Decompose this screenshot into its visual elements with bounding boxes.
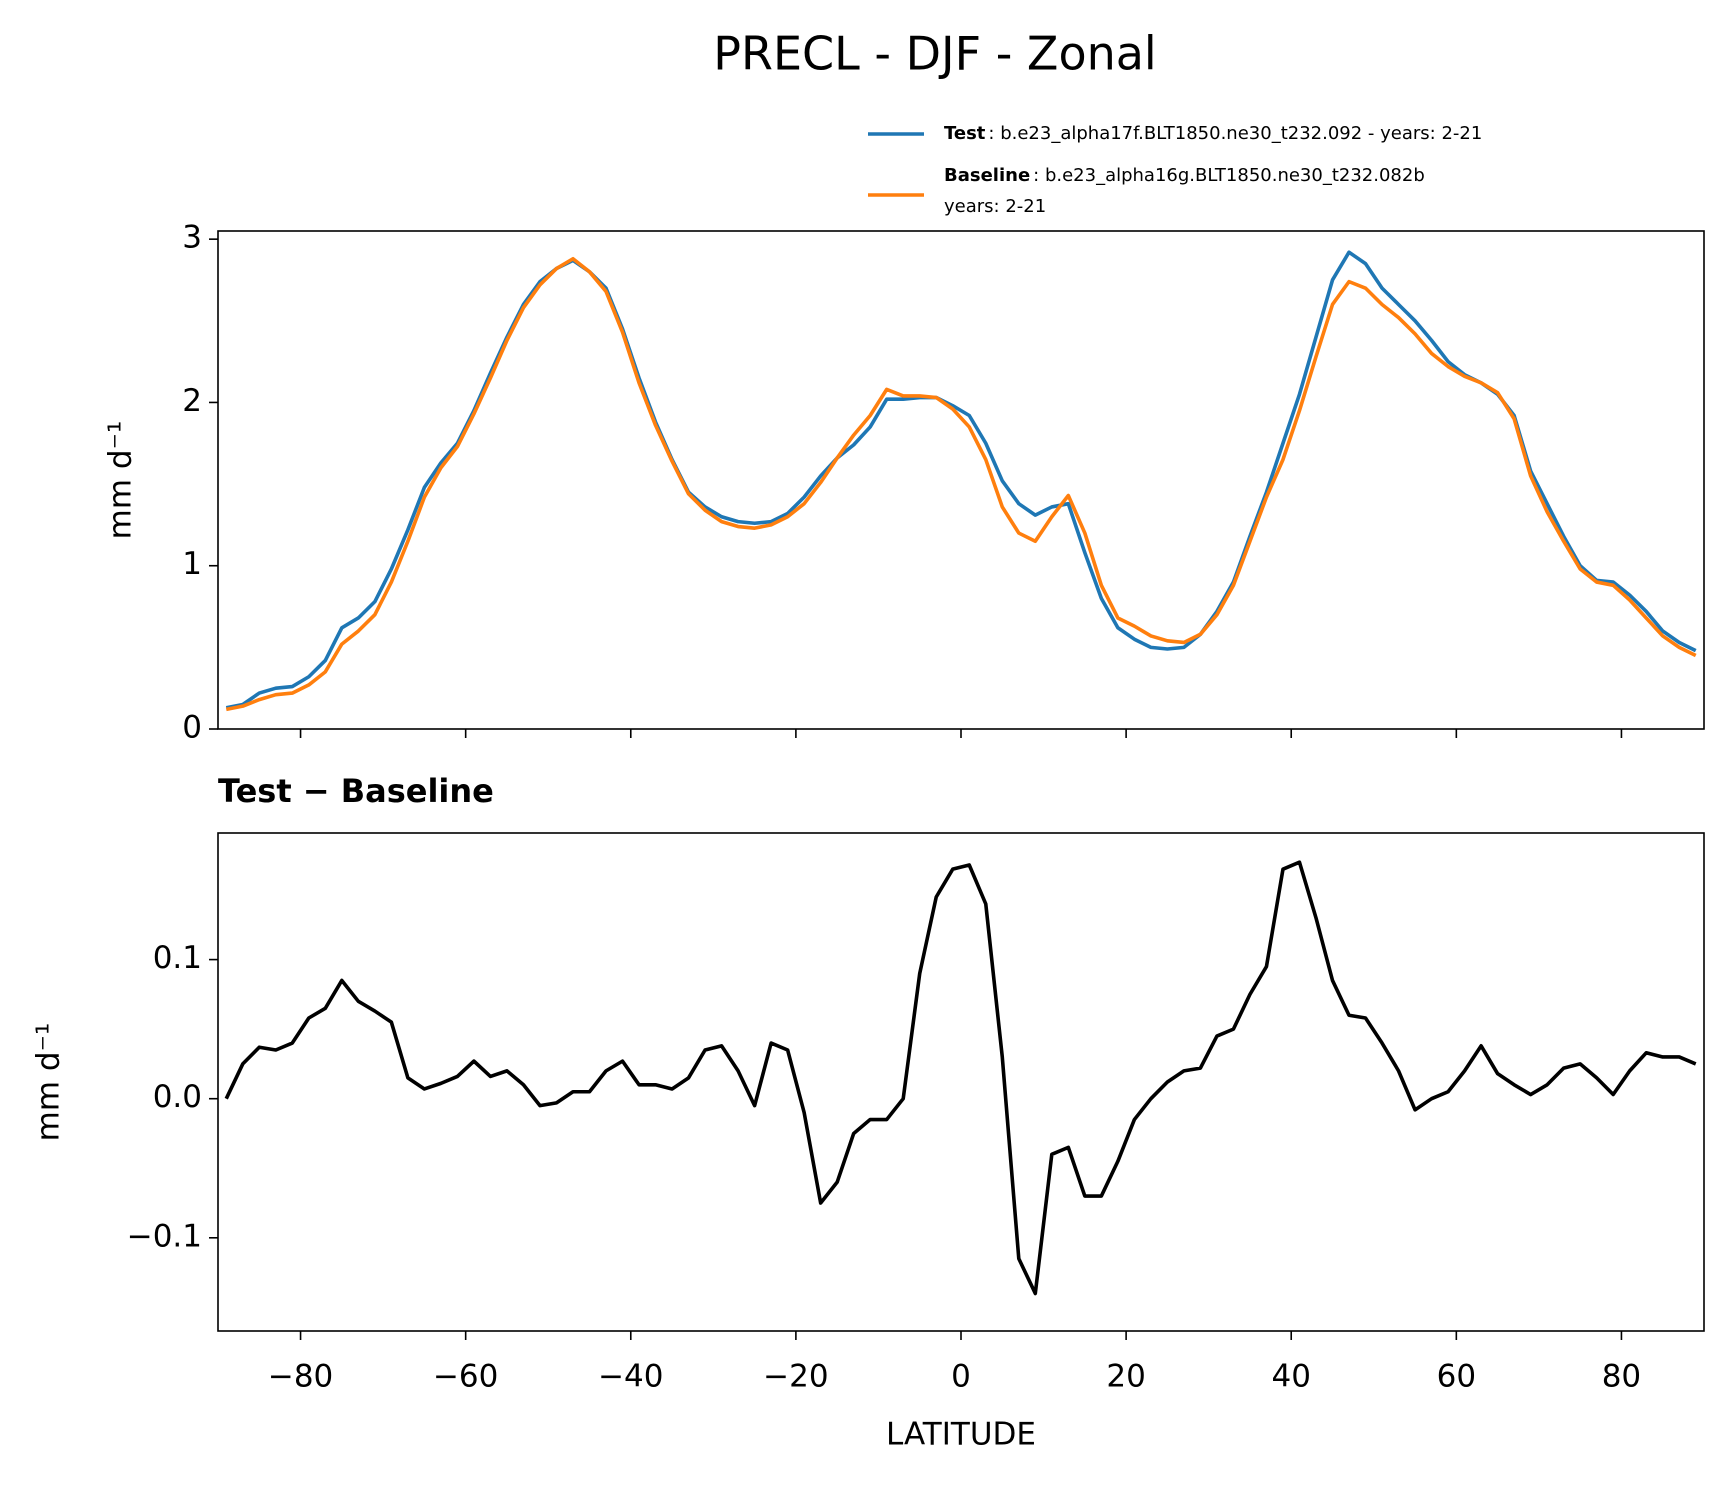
y-tick-label: 2	[182, 383, 202, 419]
legend-label: : b.e23_alpha17f.BLT1850.ne30_t232.092 -…	[988, 123, 1482, 144]
x-tick-label: −20	[763, 1359, 828, 1395]
x-tick-label: −80	[268, 1359, 333, 1395]
y-tick-label: 1	[182, 546, 202, 582]
x-tick-label: 0	[951, 1359, 971, 1395]
y-tick-label: 0	[182, 710, 202, 746]
x-tick-label: −40	[598, 1359, 663, 1395]
y-tick-label: 0.1	[153, 940, 202, 976]
x-tick-label: −60	[433, 1359, 498, 1395]
legend-entry: Test: b.e23_alpha17f.BLT1850.ne30_t232.0…	[944, 123, 1482, 144]
axes-frame	[217, 230, 1705, 730]
y-tick-label: −0.1	[127, 1218, 202, 1254]
legend-entry: Baseline: b.e23_alpha16g.BLT1850.ne30_t2…	[944, 165, 1425, 186]
y-axis-label: mm d⁻¹	[103, 421, 139, 540]
x-tick-label: 20	[1106, 1359, 1145, 1395]
axes-title: Test − Baseline	[218, 772, 494, 810]
x-tick-label: 40	[1271, 1359, 1310, 1395]
legend-name: Baseline	[944, 165, 1030, 186]
legend-name: Test	[944, 123, 986, 144]
y-axis-label: mm d⁻¹	[31, 1023, 67, 1142]
y-tick-label: 0.0	[153, 1079, 202, 1115]
legend-label: years: 2-21	[944, 196, 1046, 217]
legend-label: : b.e23_alpha16g.BLT1850.ne30_t232.082b	[1033, 165, 1425, 186]
data-line	[225, 256, 1697, 712]
y-tick-label: 3	[182, 220, 202, 256]
data-line	[224, 860, 1697, 1296]
figure-title: PRECL - DJF - Zonal	[713, 27, 1156, 81]
x-axis-label: LATITUDE	[886, 1417, 1036, 1453]
x-tick-label: 60	[1437, 1359, 1476, 1395]
x-tick-label: 80	[1602, 1359, 1641, 1395]
axes-frame	[217, 832, 1705, 1332]
